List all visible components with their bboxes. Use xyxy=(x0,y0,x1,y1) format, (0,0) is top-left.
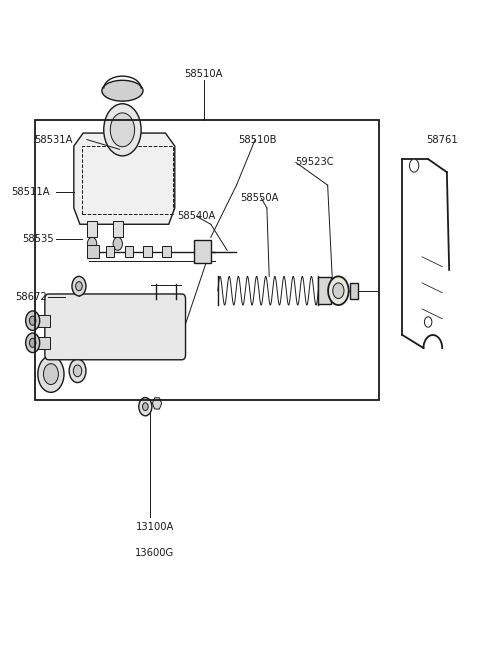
Circle shape xyxy=(38,356,64,392)
Text: 58761: 58761 xyxy=(426,135,457,145)
Text: 13600G: 13600G xyxy=(135,548,174,558)
Polygon shape xyxy=(74,133,175,224)
Circle shape xyxy=(113,237,122,250)
Bar xyxy=(113,221,123,237)
Bar xyxy=(36,337,49,349)
Bar xyxy=(106,246,115,258)
Circle shape xyxy=(110,113,134,147)
Bar xyxy=(350,283,359,298)
Circle shape xyxy=(29,338,36,348)
Circle shape xyxy=(328,277,348,305)
Bar xyxy=(144,246,152,258)
Circle shape xyxy=(76,282,82,290)
Text: 58531A: 58531A xyxy=(35,135,73,145)
Bar xyxy=(87,221,97,237)
Circle shape xyxy=(25,333,40,353)
Text: 58510B: 58510B xyxy=(238,135,277,145)
Text: 58540A: 58540A xyxy=(178,212,216,221)
FancyBboxPatch shape xyxy=(45,294,186,360)
Bar xyxy=(125,246,133,258)
Bar xyxy=(194,240,211,263)
Bar xyxy=(162,246,170,258)
Circle shape xyxy=(69,359,86,382)
Text: 58672: 58672 xyxy=(15,292,47,302)
Text: 58511A: 58511A xyxy=(11,187,49,196)
Circle shape xyxy=(43,364,59,384)
Bar xyxy=(318,277,331,304)
Circle shape xyxy=(139,397,152,416)
Circle shape xyxy=(72,277,86,296)
Text: 58535: 58535 xyxy=(23,234,54,244)
Text: 13100A: 13100A xyxy=(135,522,174,532)
Circle shape xyxy=(87,237,97,250)
Bar xyxy=(36,315,49,327)
Circle shape xyxy=(104,104,141,156)
Text: 58550A: 58550A xyxy=(240,193,279,203)
Circle shape xyxy=(424,317,432,327)
Text: 59523C: 59523C xyxy=(295,158,334,168)
Circle shape xyxy=(409,159,419,172)
Circle shape xyxy=(143,403,148,411)
Bar xyxy=(87,245,98,258)
Bar xyxy=(82,146,173,214)
Circle shape xyxy=(29,316,36,325)
Circle shape xyxy=(73,365,82,376)
Text: 58510A: 58510A xyxy=(184,70,223,79)
Ellipse shape xyxy=(102,80,143,101)
Circle shape xyxy=(25,311,40,330)
Bar xyxy=(36,120,379,400)
Circle shape xyxy=(333,283,344,298)
